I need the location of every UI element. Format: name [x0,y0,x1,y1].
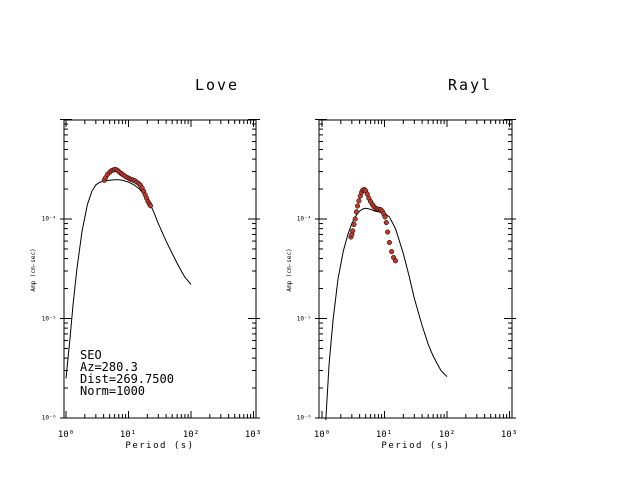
rayleigh-x-tick-label-0: 10⁰ [314,430,330,440]
rayleigh-y-axis-label: Amp (cm-sec) [286,248,293,291]
rayleigh-observed-point [356,198,362,204]
azimuth-label: Az=280.3 [80,360,138,374]
distance-label: Dist=269.7500 [80,372,174,386]
love-y-tick-label-2: 10⁻⁴ [42,216,56,223]
love-observed-point [147,203,154,209]
norm-label: Norm=1000 [80,384,145,398]
rayleigh-observed-point [389,249,395,255]
rayleigh-observed-point [383,220,389,226]
rayleigh-observed-point [351,221,357,228]
rayleigh-axis-ticks [315,119,516,419]
rayleigh-x-tick-label-1: 10¹ [376,430,392,440]
rayleigh-x-tick-label-3: 10³ [501,430,517,440]
love-plot-frame [63,119,257,419]
rayleigh-x-axis-label: Period (s) [381,441,450,451]
rayleigh-series [325,186,448,421]
rayleigh-y-tick-label-2: 10⁻⁴ [297,216,311,223]
rayleigh-plot-frame [318,119,513,419]
love-axis-ticks [60,119,260,419]
rayleigh-model-curve [325,207,448,421]
rayleigh-observed-point [385,229,391,235]
love-panel: Love 10⁰ 10¹ 10² 10³ Period (s) 10⁻⁶ 10⁻… [30,76,261,451]
rayleigh-x-tick-label-2: 10² [439,430,455,440]
rayleigh-observed-point [392,258,399,264]
rayleigh-observed-point [352,216,358,222]
love-model-curve [65,179,192,379]
rayleigh-panel-title: Rayl [448,76,492,94]
love-y-tick-label-0: 10⁻⁶ [42,415,56,422]
love-x-tick-label-3: 10³ [245,430,261,440]
love-x-tick-label-1: 10¹ [120,430,136,440]
rayleigh-panel: Rayl 10⁰ 10¹ 10² 10³ Period (s) 10⁻⁶ 10⁻… [286,76,517,451]
rayleigh-observed-point [382,214,388,220]
love-x-axis-label: Period (s) [125,441,194,451]
station-label: SEO [80,348,102,362]
love-series [65,166,192,379]
love-y-axis-label: Amp (cm-sec) [30,248,37,291]
rayleigh-observed-point [386,239,392,246]
rayleigh-observed-point [350,228,356,234]
rayleigh-observed-point [353,209,359,215]
love-x-tick-label-0: 10⁰ [58,430,74,440]
rayleigh-observed-point [354,203,361,209]
rayleigh-y-tick-label-0: 10⁻⁶ [297,415,311,422]
love-x-tick-label-2: 10² [183,430,199,440]
love-y-tick-label-1: 10⁻⁵ [42,316,56,323]
love-panel-title: Love [195,76,239,94]
rayleigh-y-tick-label-1: 10⁻⁵ [297,316,311,323]
